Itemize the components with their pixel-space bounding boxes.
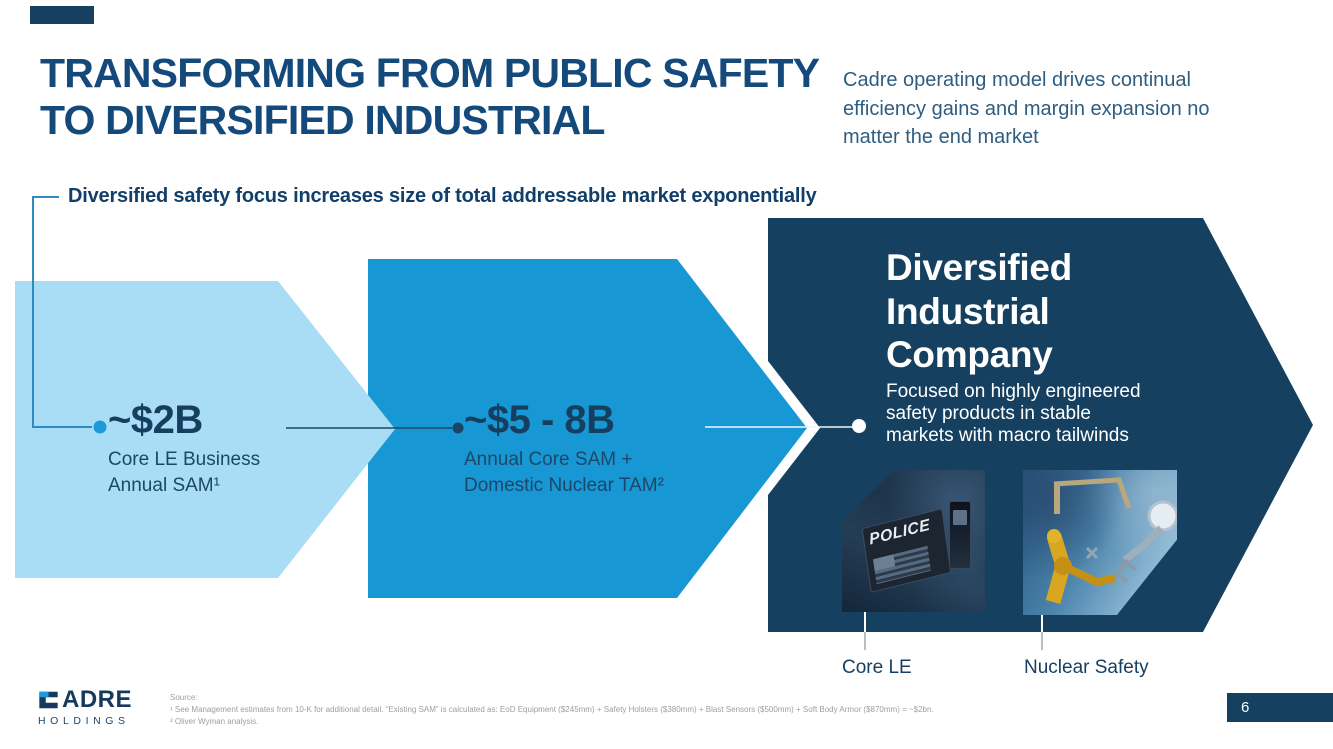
page-title: TRANSFORMING FROM PUBLIC SAFETY TO DIVER… — [40, 50, 820, 143]
police-radio — [949, 501, 971, 570]
stage2-bullet-dot — [452, 422, 464, 434]
radio-screen — [953, 510, 967, 525]
flag-canton — [873, 554, 896, 572]
stage3-heading: Diversified Industrial Company — [886, 247, 1072, 376]
page-number: 6 — [1241, 699, 1250, 716]
stage1-label: Core LE Business Annual SAM¹ — [108, 449, 261, 496]
slide-accent-bar — [30, 6, 94, 24]
cadre-holdings-logo: ADRE HOLDINGS — [38, 686, 168, 727]
stage1-bullet-dot — [93, 420, 107, 434]
medium-chevron-shape — [368, 259, 807, 598]
key-message-heading: Diversified safety focus increases size … — [68, 185, 817, 207]
page-number-badge: 6 — [1227, 693, 1333, 722]
stage3-bullet-dot — [852, 419, 866, 433]
nuclear-safety-caption: Nuclear Safety — [1024, 657, 1149, 678]
robot-arm-illustration — [1045, 477, 1177, 605]
logo-wordmark: ADRE — [62, 686, 133, 713]
stage1-value: ~$2B — [108, 398, 203, 442]
flag-patch — [873, 545, 931, 585]
bracket-connector-line — [32, 196, 92, 428]
light-chevron-shape — [15, 281, 395, 578]
stage2-value: ~$5 - 8B — [464, 398, 615, 442]
slide-subtitle: Cadre operating model drives continual e… — [843, 69, 1210, 149]
nuclear-safety-photo — [1023, 470, 1177, 615]
cadre-logo-mark — [39, 691, 58, 709]
core-le-caption: Core LE — [842, 657, 912, 678]
stage3-description: Focused on highly engineered safety prod… — [886, 381, 1141, 447]
source-footnotes: Source: ¹ See Management estimates from … — [170, 693, 934, 726]
stage2-label: Annual Core SAM + Domestic Nuclear TAM² — [464, 449, 664, 496]
logo-subtext: HOLDINGS — [38, 715, 130, 727]
